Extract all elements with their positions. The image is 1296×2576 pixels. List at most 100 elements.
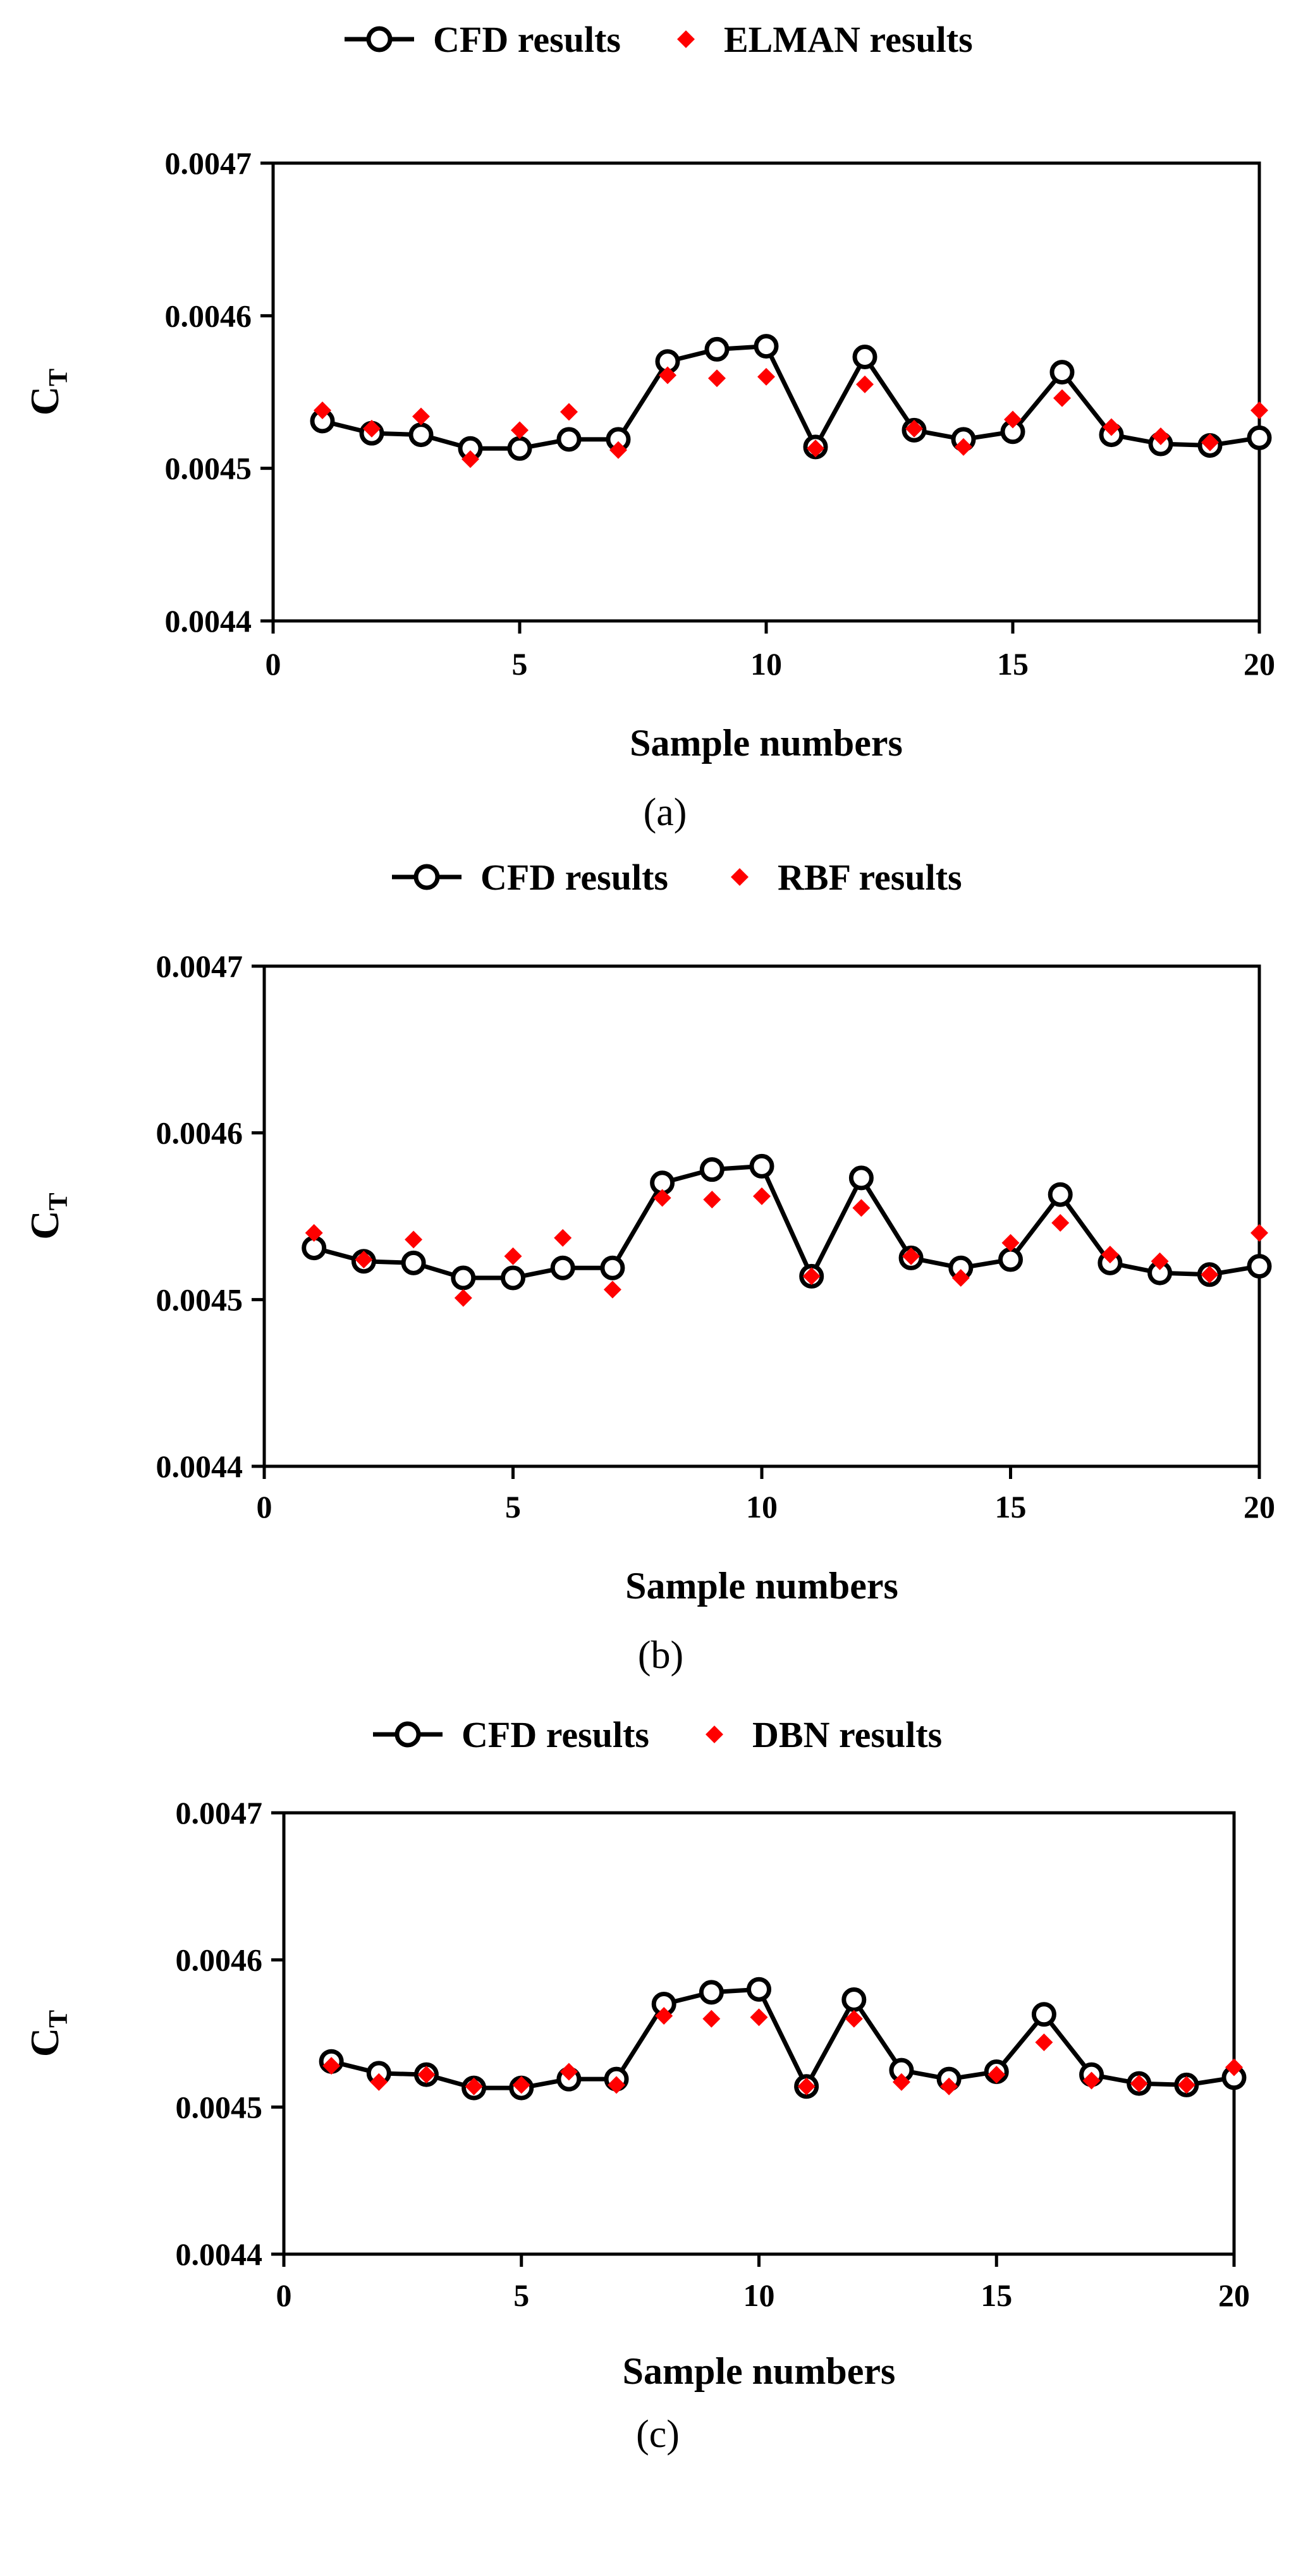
legend-label-cfd: CFD results [480, 857, 668, 898]
prediction-point [370, 2073, 388, 2091]
x-axis-title: Sample numbers [625, 1565, 898, 1607]
plot-frame [282, 1811, 1236, 2256]
prediction-point [462, 450, 479, 469]
y-tick-label: 0.0047 [176, 1795, 263, 1831]
y-tick-label: 0.0046 [165, 298, 252, 333]
cfd-point [699, 1980, 724, 2005]
prediction-point [753, 1187, 771, 1205]
prediction-point [560, 403, 578, 421]
prediction-point [412, 407, 430, 426]
prediction-point [609, 441, 627, 459]
prediction-point [892, 2073, 910, 2091]
y-axis-title-subscript: T [44, 369, 73, 386]
prediction-point [512, 2076, 530, 2094]
panel-label: (a) [644, 791, 687, 834]
panel-label: (c) [636, 2413, 680, 2456]
y-tick-label: 0.0045 [176, 2089, 263, 2125]
cfd-point [401, 1250, 426, 1275]
cfd-point [501, 1265, 525, 1291]
x-tick-label: 0 [266, 646, 281, 682]
prediction-point [905, 419, 923, 438]
legend-marker-cfd [394, 1721, 421, 1748]
chart-panel-b: 0 5 10 15 20 0.0044 0.0045 0.0046 0.0047 Sample n… [22, 857, 1275, 1677]
prediction-point [856, 375, 874, 393]
cfd-point [556, 427, 582, 452]
x-tick-label: 20 [1218, 2278, 1250, 2313]
prediction-point [845, 2009, 863, 2028]
prediction-point [1051, 1214, 1070, 1232]
prediction-point [659, 366, 676, 384]
prediction-point [797, 2077, 816, 2095]
prediction-point [987, 2066, 1006, 2084]
prediction-point [702, 2009, 721, 2028]
prediction-point [405, 1230, 423, 1249]
prediction-point [305, 1224, 323, 1242]
prediction-point [1103, 418, 1120, 436]
prediction-point [417, 2066, 436, 2084]
y-tick-label: 0.0045 [165, 451, 252, 486]
cfd-point [550, 1255, 575, 1280]
prediction-point [955, 438, 972, 456]
legend: CFD results DBN results [373, 1714, 942, 1755]
legend-label-prediction: DBN results [752, 1714, 942, 1755]
prediction-point [1004, 410, 1022, 429]
cfd-point [848, 1165, 874, 1191]
prediction-point [940, 2077, 958, 2095]
legend-label-cfd: CFD results [433, 19, 621, 60]
prediction-point [708, 369, 726, 388]
legend-label-prediction: RBF results [778, 857, 962, 898]
cfd-point [699, 1157, 724, 1182]
x-tick-label: 20 [1244, 646, 1275, 682]
x-tick-label: 5 [513, 2278, 529, 2313]
prediction-point [504, 1247, 522, 1265]
legend-marker-cfd [366, 26, 393, 52]
y-axis-title-subscript: T [44, 1193, 73, 1210]
prediction-point [511, 421, 529, 439]
x-tick-label: 5 [505, 1489, 521, 1524]
chart-panel-a: 0 5 10 15 20 0.0044 0.0045 0.0046 0.0047 Sample n… [22, 19, 1275, 834]
x-tick-label: 10 [750, 646, 782, 682]
cfd-point [841, 1987, 867, 2012]
y-axis-title: CT [22, 1193, 73, 1239]
prediction-point [322, 2057, 341, 2075]
prediction-point [1250, 401, 1268, 419]
cfd-point [1031, 2002, 1056, 2027]
x-tick-label: 5 [512, 646, 528, 682]
cfd-point [749, 1153, 774, 1179]
y-axis-title-main: C [22, 386, 67, 415]
chart-panel-c: 0 5 10 15 20 0.0044 0.0045 0.0046 0.0047 Sample n… [22, 1714, 1250, 2456]
prediction-point [1177, 2076, 1195, 2094]
prediction-point [314, 401, 331, 419]
prediction-point [1250, 1224, 1268, 1242]
prediction-point [951, 1269, 970, 1287]
prediction-point [655, 2007, 673, 2025]
prediction-point [608, 2076, 626, 2094]
cfd-point [1247, 1254, 1272, 1279]
prediction-point [852, 1199, 871, 1217]
cfd-point [852, 344, 877, 369]
cfd-point [747, 1977, 771, 2002]
plot-frame [262, 964, 1261, 1468]
prediction-point [465, 2077, 483, 2095]
legend-label-prediction: ELMAN results [724, 19, 973, 60]
prediction-point [703, 1191, 721, 1209]
cfd-point [408, 422, 434, 448]
prediction-point [1152, 427, 1170, 445]
x-tick-label: 15 [997, 646, 1029, 682]
x-axis-title: Sample numbers [630, 722, 903, 764]
y-axis-title: CT [22, 369, 73, 415]
cfd-point [1247, 425, 1272, 450]
prediction-point [750, 2008, 768, 2027]
y-tick-label: 0.0047 [165, 145, 252, 181]
y-tick-label: 0.0044 [156, 1449, 243, 1484]
x-tick-label: 10 [746, 1489, 778, 1524]
prediction-point [454, 1289, 472, 1307]
prediction-point [902, 1247, 920, 1265]
y-axis-title-main: C [22, 2028, 67, 2057]
cfd-point [998, 1247, 1023, 1272]
x-tick-label: 15 [995, 1489, 1027, 1524]
prediction-point [1201, 433, 1219, 451]
y-tick-label: 0.0047 [156, 948, 243, 984]
prediction-point [559, 2063, 578, 2081]
y-axis-title-subscript: T [44, 2010, 73, 2028]
